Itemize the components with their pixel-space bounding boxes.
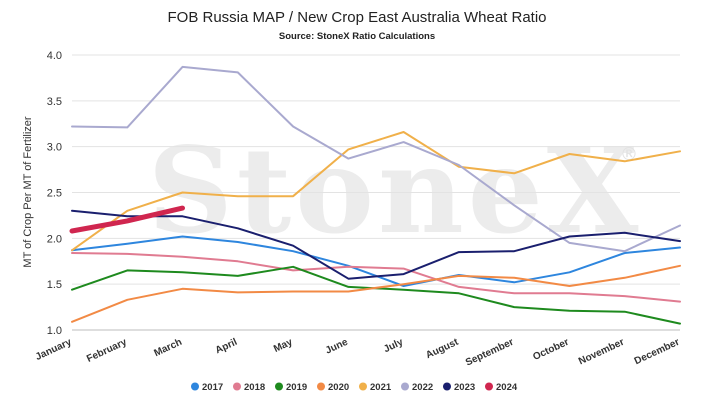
watermark: StoneX ® xyxy=(148,121,643,260)
legend-marker xyxy=(233,382,241,391)
legend-label: 2023 xyxy=(454,382,475,393)
x-tick-label: July xyxy=(382,337,405,356)
series-lines xyxy=(69,65,681,325)
chart-title: FOB Russia MAP / New Crop East Australia… xyxy=(167,9,546,26)
series-line-2021 xyxy=(71,131,681,252)
series-line-2024 xyxy=(69,205,185,234)
x-axis-ticks: January February March April May June July Augu… xyxy=(34,336,682,368)
y-tick-label: 1.5 xyxy=(47,279,62,291)
legend-item-2023[interactable]: 2023 xyxy=(443,382,475,393)
legend-label: 2021 xyxy=(370,382,392,393)
x-tick-label: September xyxy=(464,337,516,369)
y-axis-label: MT of Crop Per MT of Fertilizer xyxy=(22,116,34,268)
legend-label: 2020 xyxy=(328,382,349,393)
legend-item-2021[interactable]: 2021 xyxy=(359,382,392,393)
legend-marker xyxy=(485,382,493,391)
watermark-text: StoneX xyxy=(148,121,643,260)
legend-label: 2022 xyxy=(412,382,433,393)
series-line-2022 xyxy=(71,65,681,253)
chart-subtitle: Source: StoneX Ratio Calculations xyxy=(279,31,435,42)
x-tick-label: May xyxy=(272,337,295,355)
x-tick-label: February xyxy=(85,337,129,365)
y-tick-label: 2.0 xyxy=(47,233,62,245)
legend-label: 2019 xyxy=(286,382,307,393)
legend-item-2018[interactable]: 2018 xyxy=(233,382,265,393)
legend-item-2017[interactable]: 2017 xyxy=(191,382,223,393)
y-tick-label: 1.0 xyxy=(47,325,62,337)
series-line-2018 xyxy=(71,252,681,303)
legend-item-2024[interactable]: 2024 xyxy=(485,382,518,393)
legend-marker xyxy=(401,382,409,391)
series-line-2020 xyxy=(71,264,681,323)
legend-label: 2024 xyxy=(496,382,518,393)
y-tick-label: 3.0 xyxy=(47,142,62,154)
legend-marker xyxy=(317,382,325,391)
legend-item-2020[interactable]: 2020 xyxy=(317,382,349,393)
legend-label: 2018 xyxy=(244,382,265,393)
x-tick-label: August xyxy=(424,336,460,361)
y-tick-label: 2.5 xyxy=(47,188,62,200)
x-tick-label: December xyxy=(633,337,682,367)
series-line-2023 xyxy=(71,209,681,280)
legend-marker xyxy=(275,382,283,391)
y-tick-label: 4.0 xyxy=(47,50,62,62)
x-tick-label: November xyxy=(577,337,626,368)
legend-item-2019[interactable]: 2019 xyxy=(275,382,307,393)
legend: 2017 2018 2019 2020 2021 2022 2023 2024 xyxy=(191,382,518,393)
y-tick-label: 3.5 xyxy=(47,96,62,108)
legend-marker xyxy=(443,382,451,391)
legend-marker xyxy=(191,382,199,391)
x-tick-label: October xyxy=(531,337,570,363)
legend-marker xyxy=(359,382,367,391)
x-tick-label: June xyxy=(324,337,350,357)
x-tick-label: April xyxy=(214,337,239,357)
legend-item-2022[interactable]: 2022 xyxy=(401,382,433,393)
x-tick-label: March xyxy=(152,337,183,359)
x-tick-label: January xyxy=(34,337,74,363)
y-axis-ticks: 1.0 1.5 2.0 2.5 3.0 3.5 4.0 xyxy=(47,50,62,337)
legend-label: 2017 xyxy=(202,382,223,393)
